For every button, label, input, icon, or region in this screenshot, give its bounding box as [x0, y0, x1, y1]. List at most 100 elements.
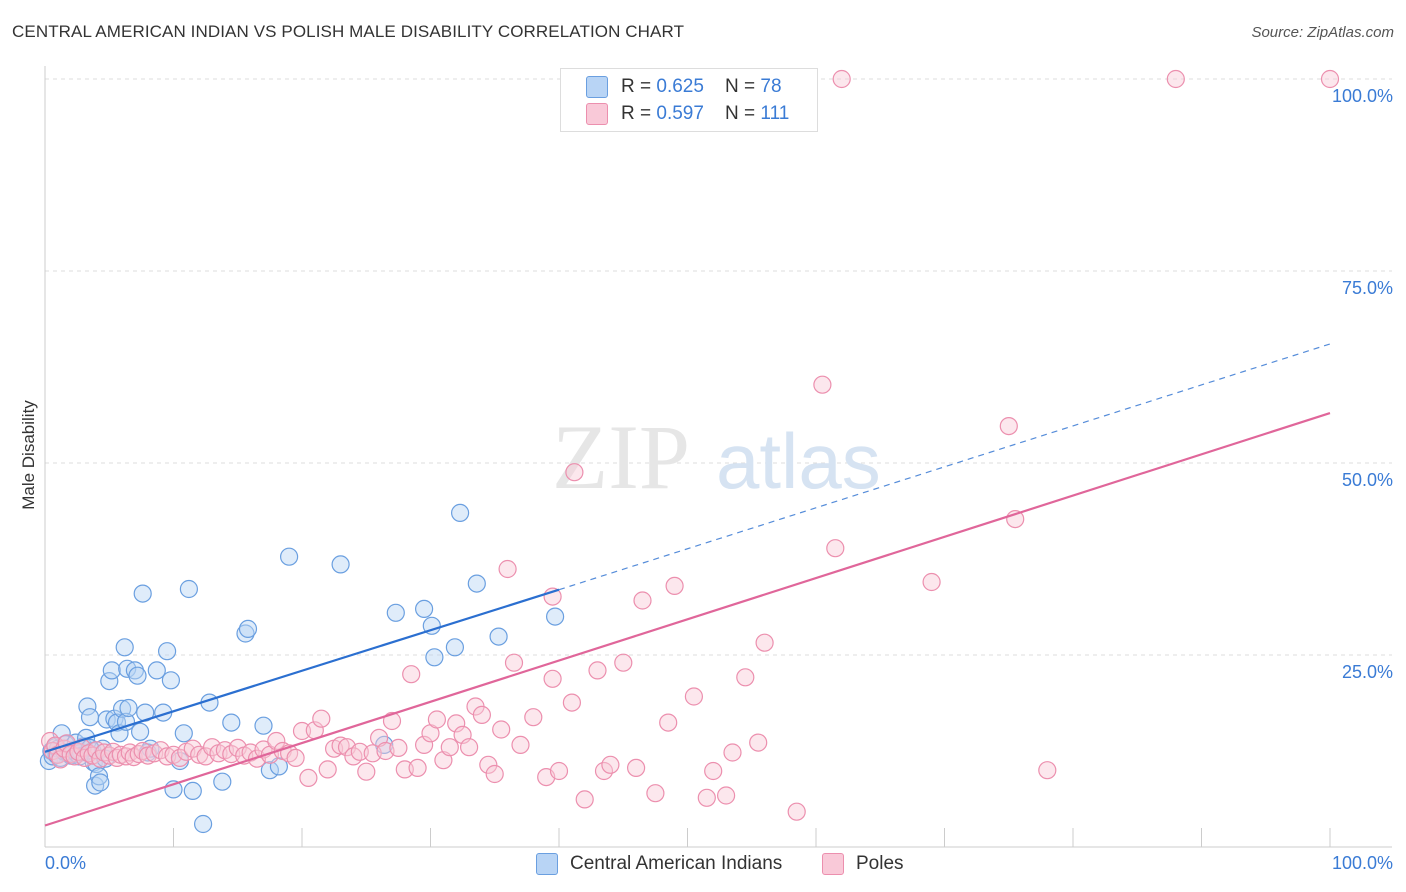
- data-point: [1320, 69, 1340, 89]
- data-point: [787, 802, 806, 821]
- data-point: [115, 638, 134, 657]
- data-point: [147, 661, 166, 680]
- r-label: R =: [621, 76, 657, 97]
- data-point: [128, 666, 147, 685]
- data-point: [386, 603, 405, 622]
- data-point: [447, 714, 466, 733]
- data-point: [749, 733, 768, 752]
- r-value: 0.625: [656, 76, 704, 97]
- data-point: [100, 671, 119, 691]
- data-point: [357, 762, 376, 781]
- data-point: [292, 721, 312, 741]
- data-point: [85, 776, 105, 795]
- data-point: [97, 710, 116, 729]
- data-point: [485, 764, 504, 784]
- data-point: [238, 619, 258, 639]
- data-point: [280, 547, 299, 566]
- legend-label: Poles: [856, 853, 904, 874]
- data-point: [51, 750, 70, 769]
- data-point: [999, 417, 1018, 436]
- y-tick-label: 50.0%: [1342, 470, 1393, 490]
- trend-line: [44, 588, 560, 753]
- data-point: [684, 687, 704, 706]
- gridlines: [45, 78, 1392, 656]
- data-point: [665, 576, 684, 596]
- data-point: [408, 758, 427, 778]
- legend-row-central-american-indians: R = 0.625 N = 78: [586, 75, 782, 99]
- data-point: [440, 738, 459, 757]
- legend-item-poles: Poles: [822, 850, 904, 878]
- data-point: [254, 716, 273, 735]
- data-point: [467, 574, 486, 593]
- watermark: ZIP atlas: [552, 406, 881, 508]
- data-point: [318, 760, 337, 779]
- data-point: [119, 698, 138, 718]
- data-point: [626, 758, 646, 778]
- data-point: [543, 669, 562, 688]
- data-point: [445, 638, 464, 657]
- r-label: R =: [621, 103, 657, 124]
- data-point: [826, 539, 845, 558]
- n-label: N =: [725, 103, 761, 124]
- data-point: [704, 761, 723, 781]
- legend-swatch-pink: [586, 103, 608, 125]
- data-point: [511, 735, 530, 755]
- chart-title: CENTRAL AMERICAN INDIAN VS POLISH MALE D…: [12, 22, 685, 41]
- data-point: [213, 772, 232, 791]
- legend-swatch-pink: [822, 853, 844, 875]
- legend-item-central-american-indians: Central American Indians: [536, 850, 782, 878]
- legend-label: Central American Indians: [570, 853, 783, 874]
- data-point: [498, 559, 517, 579]
- data-point: [489, 627, 508, 646]
- data-point: [1166, 69, 1185, 89]
- data-point: [382, 711, 402, 731]
- data-point: [116, 712, 136, 731]
- data-point: [415, 735, 434, 755]
- data-point: [131, 722, 150, 741]
- data-point: [472, 705, 491, 725]
- data-point: [832, 69, 851, 89]
- data-point: [565, 463, 584, 482]
- data-point: [601, 755, 620, 774]
- data-point: [344, 747, 363, 766]
- data-point: [755, 633, 774, 652]
- axes: [44, 66, 1392, 848]
- y-tick-label: 100.0%: [1332, 86, 1393, 106]
- data-point: [370, 728, 389, 748]
- series-poles: [40, 69, 1340, 821]
- data-point: [102, 661, 121, 680]
- data-point: [267, 731, 286, 751]
- data-point: [813, 375, 832, 394]
- data-point: [646, 784, 665, 803]
- data-point: [89, 767, 109, 786]
- data-point: [549, 761, 569, 781]
- data-point: [158, 642, 177, 661]
- data-point: [723, 743, 742, 762]
- data-point: [133, 584, 152, 603]
- n-label: N =: [725, 76, 761, 97]
- trend-line: [44, 412, 1331, 827]
- trend-line-extension: [558, 343, 1331, 591]
- data-point: [659, 713, 678, 732]
- data-point: [91, 773, 110, 792]
- data-point: [633, 591, 652, 610]
- data-point: [1038, 761, 1057, 780]
- r-value: 0.597: [656, 103, 704, 124]
- data-point: [183, 781, 202, 801]
- x-tick-label: 100.0%: [1332, 853, 1393, 873]
- n-value: 78: [760, 76, 782, 97]
- data-point: [460, 738, 479, 757]
- data-point: [504, 653, 524, 672]
- data-point: [562, 693, 582, 712]
- source-label: Source: ZipAtlas.com: [1251, 24, 1394, 41]
- data-point: [331, 736, 350, 755]
- data-point: [402, 665, 421, 684]
- data-point: [222, 713, 241, 732]
- tick-labels: 25.0% 50.0% 75.0% 100.0% 0.0% 100.0%: [45, 86, 1393, 873]
- data-point: [161, 671, 180, 690]
- data-point: [524, 708, 543, 727]
- y-tick-label: 25.0%: [1342, 662, 1393, 682]
- data-point: [492, 720, 511, 739]
- legend-row-poles: R = 0.597 N = 111: [586, 102, 789, 126]
